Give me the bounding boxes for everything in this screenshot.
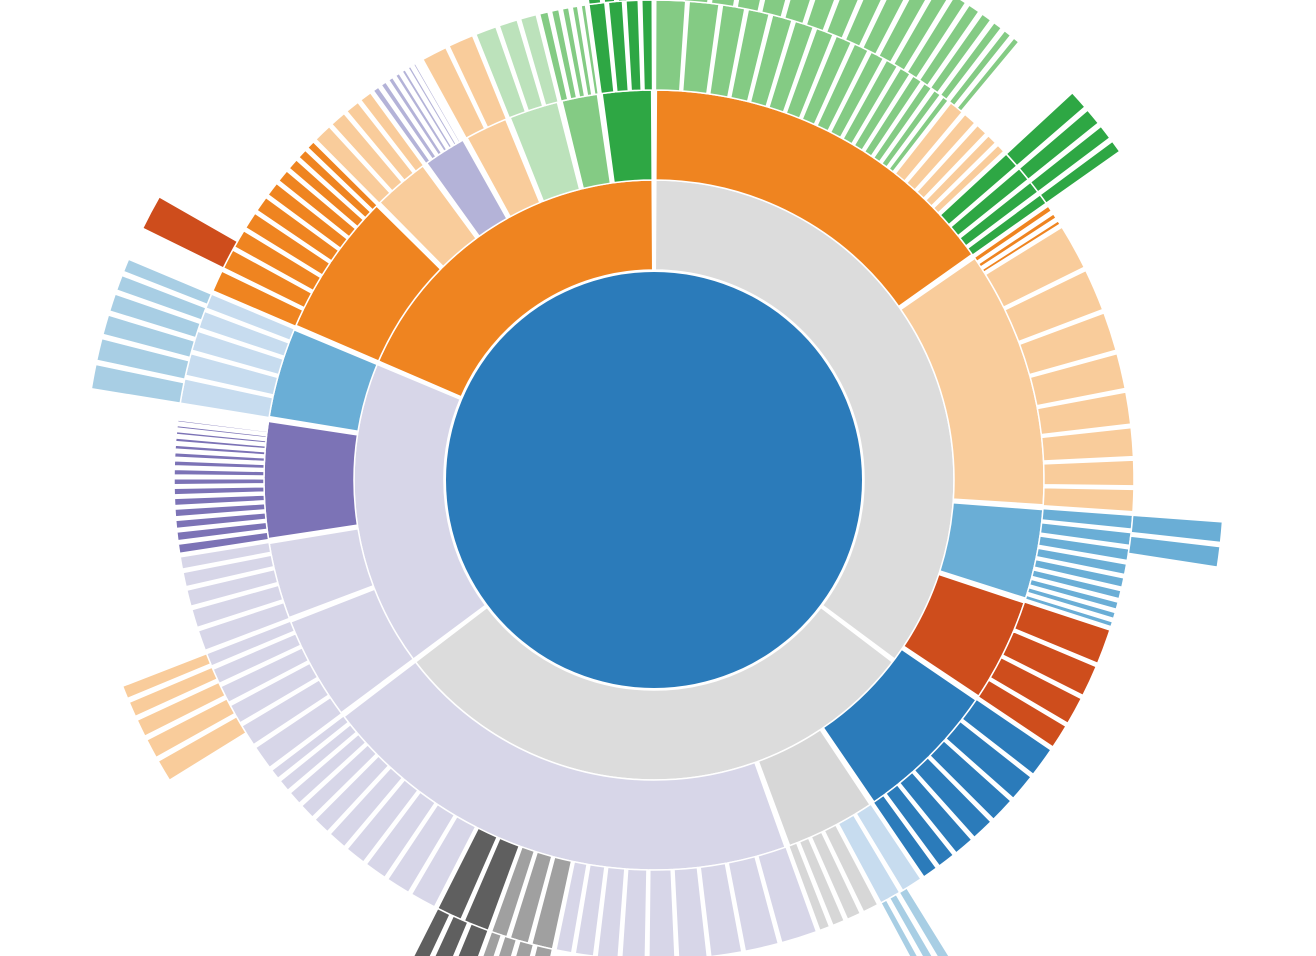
ring3-segment[interactable]: [174, 487, 264, 495]
ring3-segment[interactable]: [622, 869, 647, 956]
ring3-segment[interactable]: [649, 870, 675, 956]
ring3-segment[interactable]: [642, 0, 653, 90]
ring3-segment[interactable]: [655, 0, 685, 91]
ring3-segment[interactable]: [174, 461, 264, 469]
ring3-segment[interactable]: [1044, 460, 1134, 486]
sunburst-center[interactable]: [446, 272, 862, 688]
ring3-segment[interactable]: [174, 469, 264, 476]
ring2-segment[interactable]: [602, 90, 652, 183]
ring2-segment[interactable]: [264, 421, 357, 538]
ring3-segment[interactable]: [174, 479, 264, 485]
ring3-segment[interactable]: [626, 0, 641, 90]
ring3-segment[interactable]: [1043, 488, 1134, 512]
ring4-segment[interactable]: [577, 0, 601, 4]
sunburst-chart: [0, 0, 1316, 956]
ring4-segment[interactable]: [656, 0, 686, 1]
ring4-segment[interactable]: [143, 197, 238, 268]
